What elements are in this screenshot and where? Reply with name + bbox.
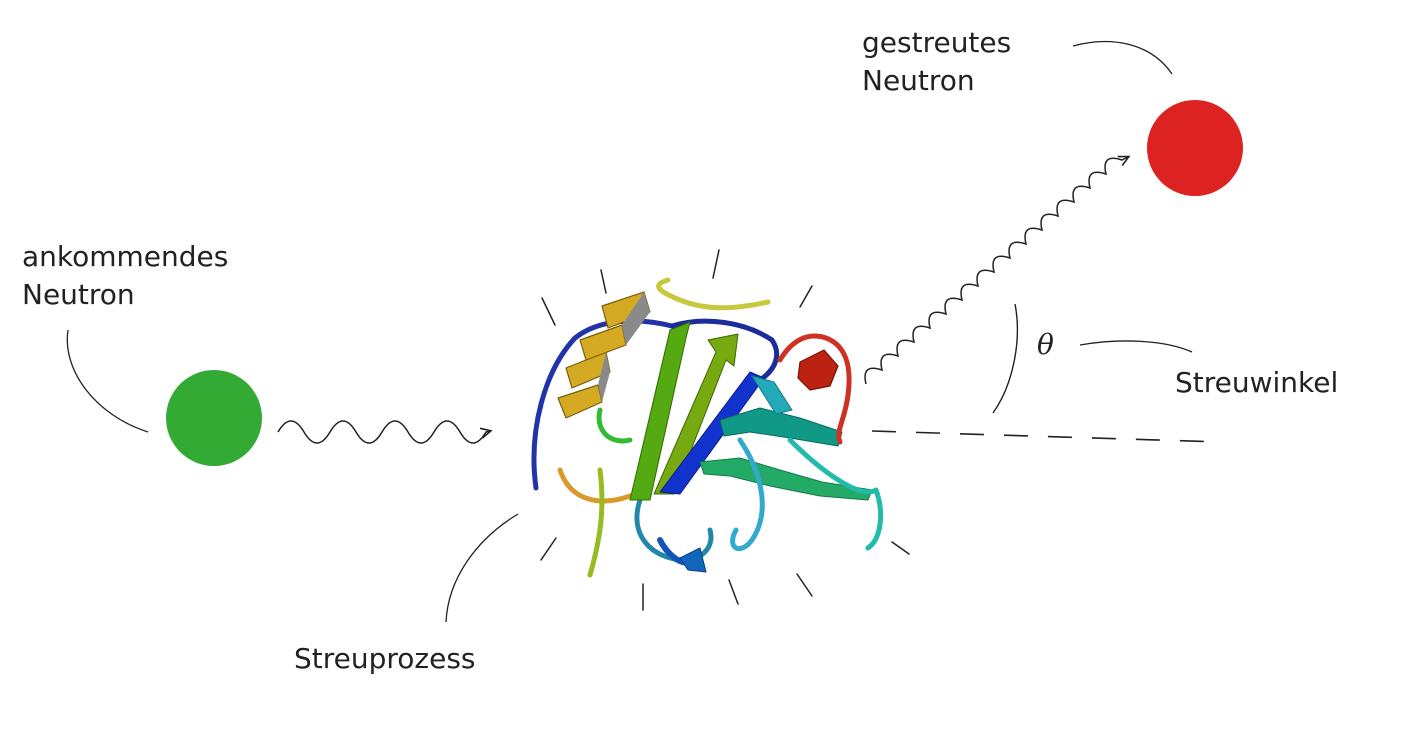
- incoming-neutron: [166, 370, 262, 466]
- incoming-wave: [277, 420, 493, 444]
- scattering-process-label: Streuprozess: [294, 642, 476, 675]
- incoming-label-line1: ankommendes: [22, 240, 229, 273]
- scattering-angle-label: Streuwinkel: [1175, 366, 1339, 399]
- scattered-label-line1: gestreutes: [862, 26, 1012, 59]
- incoming-neutron-label: ankommendes Neutron: [22, 238, 228, 314]
- angle-arc: [992, 303, 1018, 414]
- protein-structure: [531, 277, 884, 578]
- angle-symbol: θ: [1037, 328, 1054, 361]
- reference-dashed-line: [871, 430, 1223, 443]
- scattered-neutron: [1147, 100, 1243, 196]
- scattered-wave: [864, 155, 1131, 385]
- scattered-neutron-label: gestreutes Neutron: [862, 24, 1011, 100]
- impact-strokes: [540, 249, 910, 611]
- scattered-label-line2: Neutron: [862, 64, 975, 97]
- incoming-label-line2: Neutron: [22, 278, 135, 311]
- process-leader-line: [445, 513, 519, 623]
- scattered-leader-line: [1072, 40, 1173, 75]
- angle-leader-line: [1079, 340, 1193, 353]
- incoming-leader-line: [66, 329, 149, 433]
